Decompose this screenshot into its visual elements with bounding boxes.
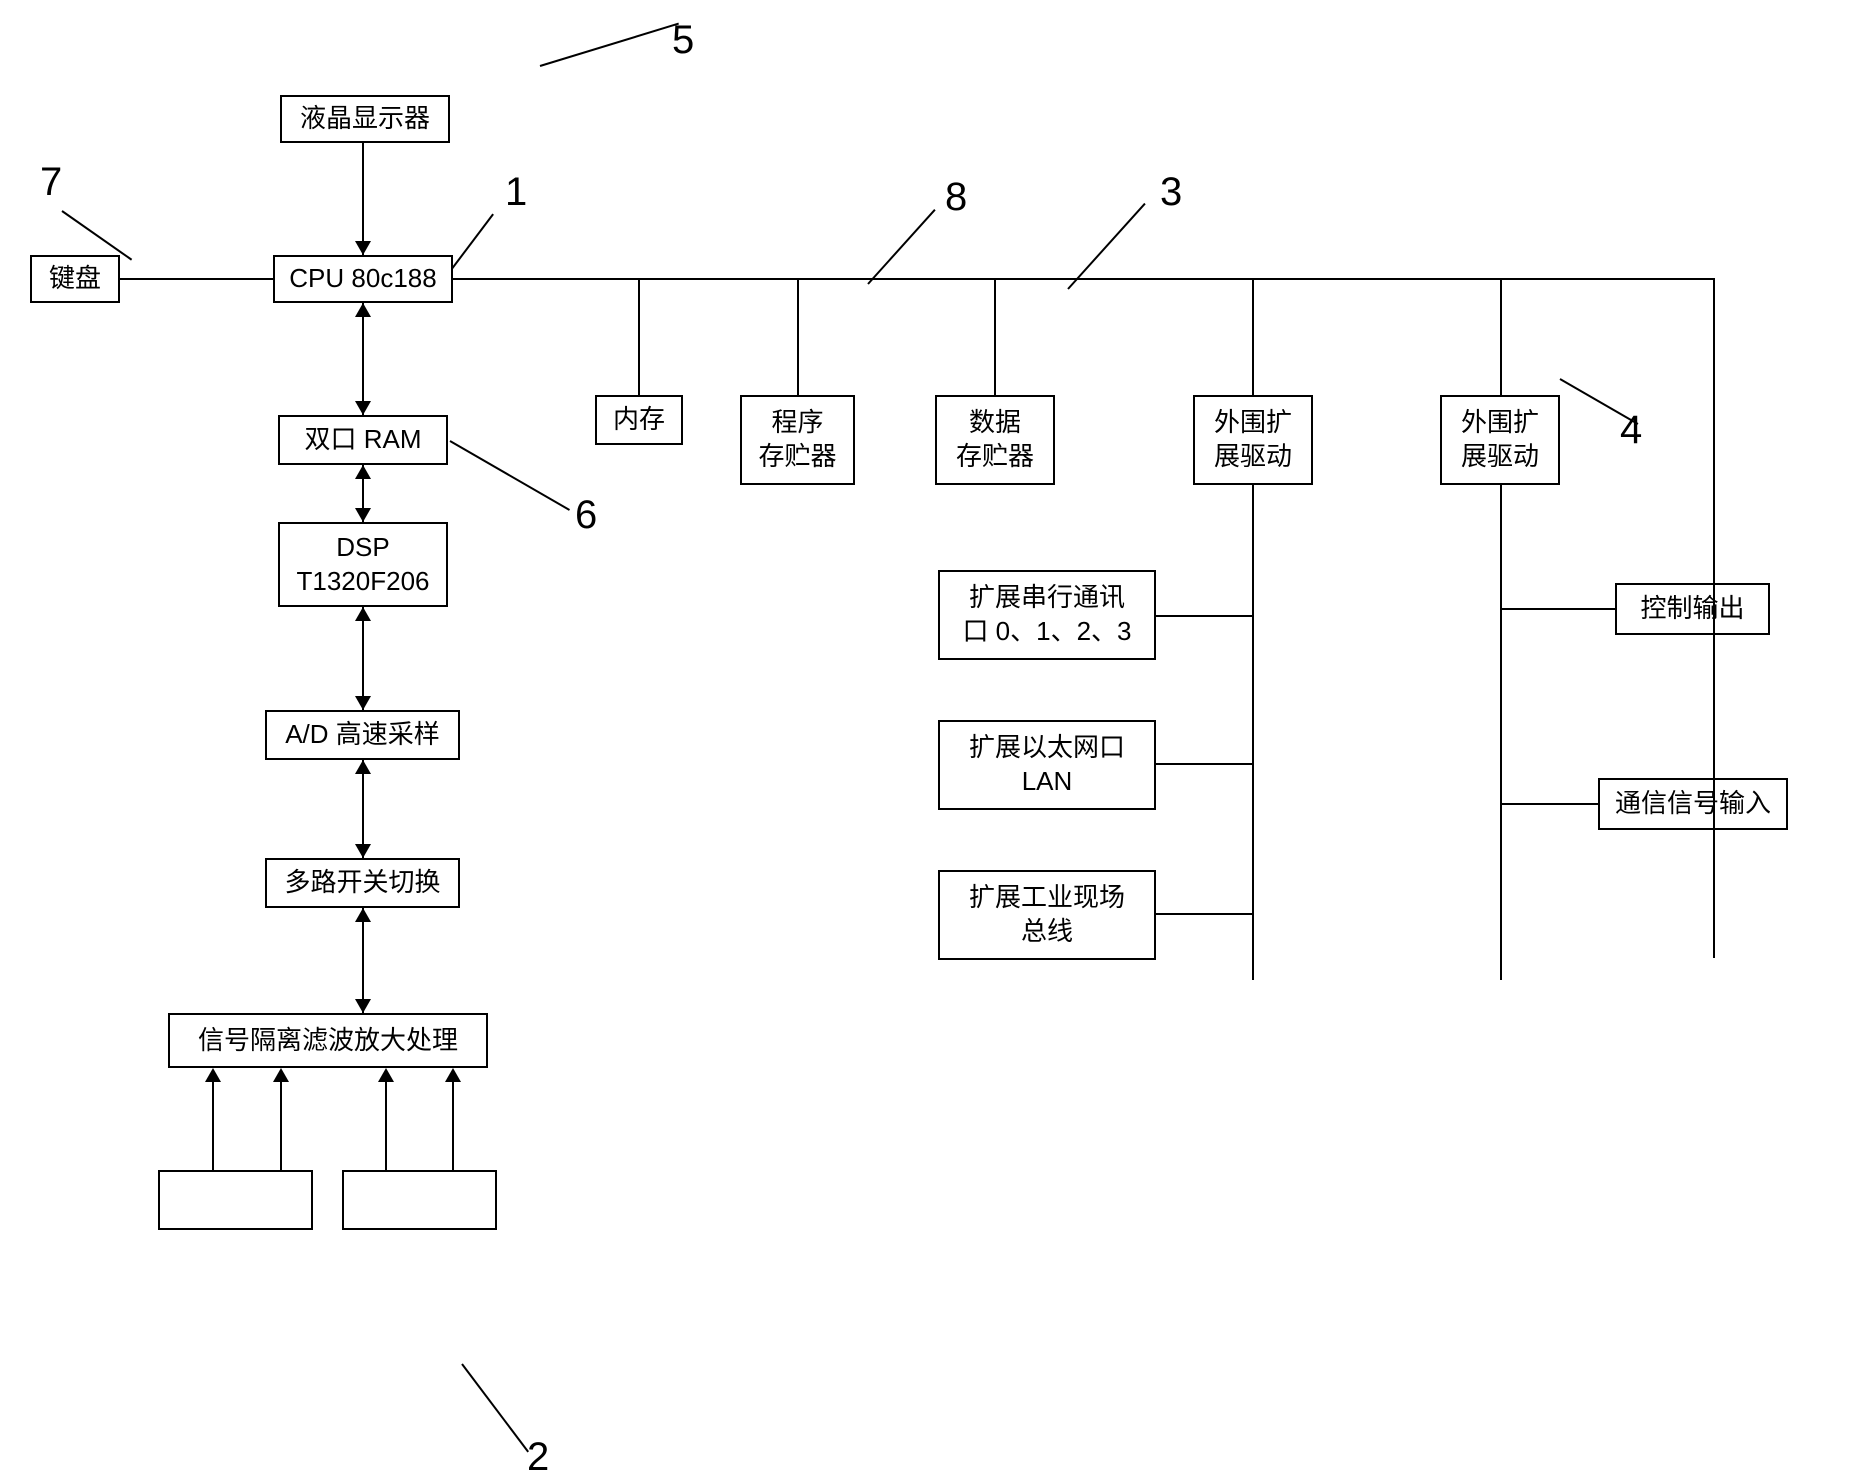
block-input2	[342, 1170, 497, 1230]
leader-5	[540, 23, 679, 67]
line-kb-cpu	[120, 278, 273, 280]
block-cpu: CPU 80c188	[273, 255, 453, 303]
label-8: 8	[945, 175, 967, 220]
block-fieldbus: 扩展工业现场 总线	[938, 870, 1156, 960]
label-1: 1	[505, 170, 527, 215]
line-in2b	[452, 1082, 454, 1170]
block-serial: 扩展串行通讯 口 0、1、2、3	[938, 570, 1156, 660]
line-p1-fb	[1156, 913, 1252, 915]
block-progstore: 程序 存贮器	[740, 395, 855, 485]
line-bus-mem	[638, 278, 640, 395]
line-in1b	[280, 1082, 282, 1170]
line-p2-tree	[1500, 485, 1502, 980]
leader-3	[1067, 203, 1145, 290]
leader-7	[61, 210, 132, 260]
leader-1	[447, 214, 494, 275]
block-memory: 内存	[595, 395, 683, 445]
line-p2-comm	[1500, 803, 1598, 805]
arrow-cpu-ram-up	[355, 303, 371, 317]
line-mux-sig	[362, 908, 364, 1013]
block-lan: 扩展以太网口 LAN	[938, 720, 1156, 810]
label-6: 6	[575, 493, 597, 538]
arrow-in2b	[445, 1068, 461, 1082]
line-bus-data	[994, 278, 996, 395]
arrow-mux-sig-up	[355, 908, 371, 922]
block-ctrlout: 控制输出	[1615, 583, 1770, 635]
label-2: 2	[527, 1435, 549, 1480]
arrow-cpu-ram-dn	[355, 401, 371, 415]
arrow-dsp-ad-up	[355, 607, 371, 621]
block-dsp: DSP T1320F206	[278, 522, 448, 607]
arrow-in2a	[378, 1068, 394, 1082]
block-dualram: 双口 RAM	[278, 415, 448, 465]
block-ad: A/D 高速采样	[265, 710, 460, 760]
label-3: 3	[1160, 170, 1182, 215]
arrow-ad-mux-up	[355, 760, 371, 774]
line-bus	[453, 278, 1713, 280]
block-sigproc: 信号隔离滤波放大处理	[168, 1013, 488, 1068]
block-periph1: 外围扩 展驱动	[1193, 395, 1313, 485]
line-dsp-ad	[362, 607, 364, 710]
line-bus-far	[1713, 278, 1715, 958]
arrow-ram-dsp-up	[355, 465, 371, 479]
arrow-in1b	[273, 1068, 289, 1082]
leader-8	[867, 209, 935, 285]
arrow-in1a	[205, 1068, 221, 1082]
line-lcd-cpu	[362, 143, 364, 255]
line-in2a	[385, 1082, 387, 1170]
line-bus-p2	[1500, 278, 1502, 395]
block-keyboard: 键盘	[30, 255, 120, 303]
label-7: 7	[40, 160, 62, 205]
leader-4	[1560, 378, 1639, 425]
arrow-dsp-ad-dn	[355, 696, 371, 710]
line-cpu-ram	[362, 303, 364, 415]
block-mux: 多路开关切换	[265, 858, 460, 908]
block-lcd: 液晶显示器	[280, 95, 450, 143]
leader-2	[461, 1363, 529, 1452]
line-bus-p1	[1252, 278, 1254, 395]
block-input1	[158, 1170, 313, 1230]
block-periph2: 外围扩 展驱动	[1440, 395, 1560, 485]
line-p1-serial	[1156, 615, 1252, 617]
block-commin: 通信信号输入	[1598, 778, 1788, 830]
arrow-lcd-cpu	[355, 241, 371, 255]
leader-6	[450, 440, 571, 511]
line-p1-tree	[1252, 485, 1254, 980]
arrow-ram-dsp-dn	[355, 508, 371, 522]
block-datastore: 数据 存贮器	[935, 395, 1055, 485]
line-in1a	[212, 1082, 214, 1170]
arrow-mux-sig-dn	[355, 999, 371, 1013]
line-p1-lan	[1156, 763, 1252, 765]
arrow-ad-mux-dn	[355, 844, 371, 858]
line-p2-ctrl	[1500, 608, 1615, 610]
line-bus-prog	[797, 278, 799, 395]
